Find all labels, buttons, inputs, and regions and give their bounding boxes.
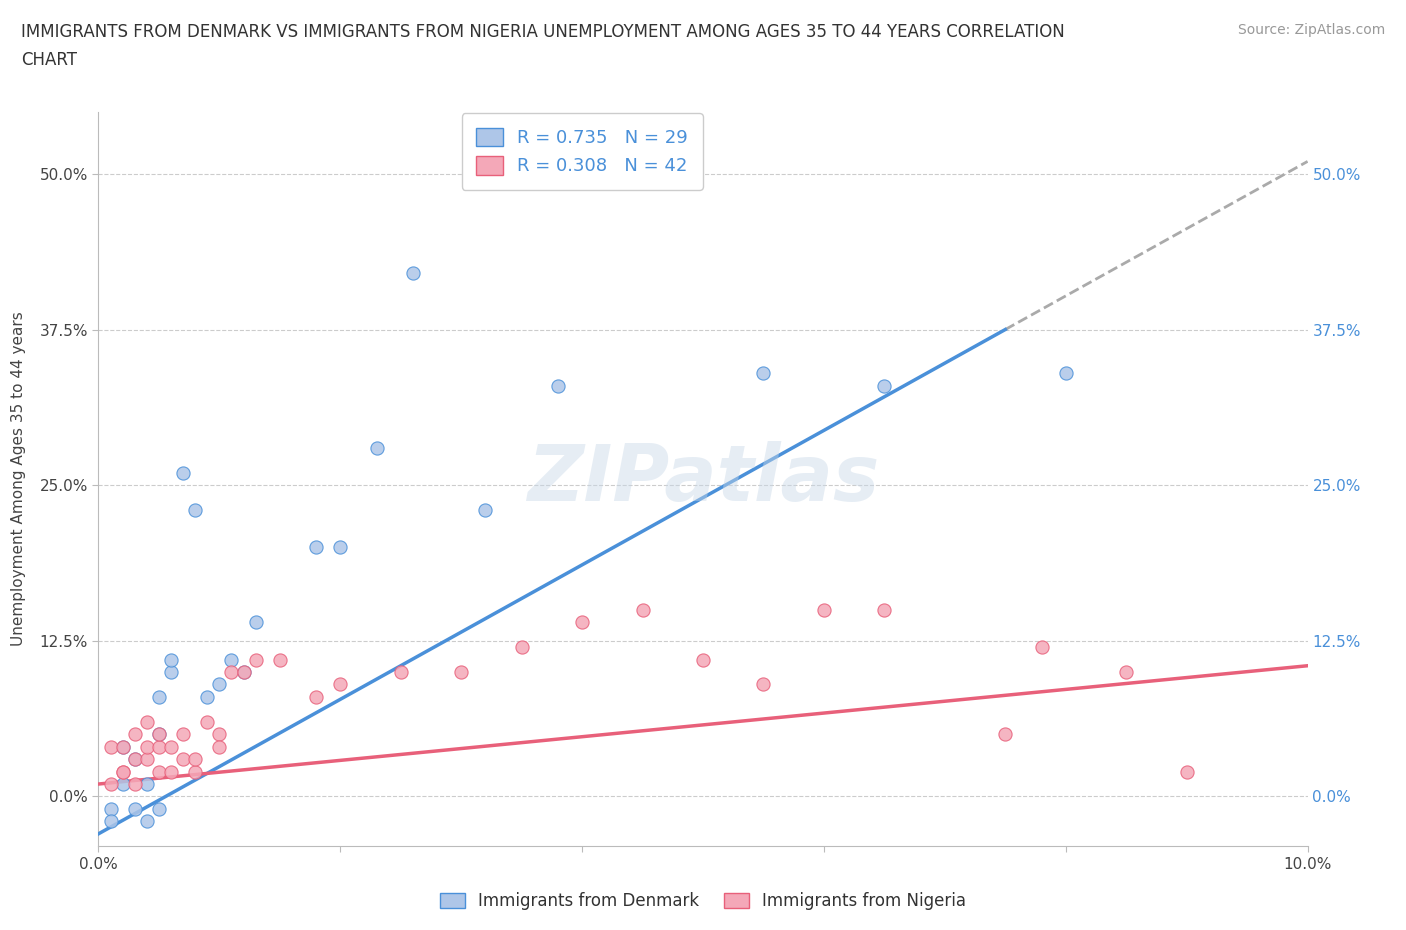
Point [111,764,134,779]
Point [474,502,496,517]
Point [873,603,896,618]
Point [111,739,134,754]
Point [160,739,183,754]
Point [148,726,170,741]
Point [124,751,146,766]
Point [994,726,1017,741]
Point [1175,764,1198,779]
Point [148,764,170,779]
Point [184,502,207,517]
Legend: R = 0.735   N = 29, R = 0.308   N = 42: R = 0.735 N = 29, R = 0.308 N = 42 [461,113,703,190]
Text: ZIPatlas: ZIPatlas [527,441,879,517]
Point [245,652,267,667]
Point [329,540,352,555]
Point [450,665,472,680]
Point [160,665,183,680]
Point [135,739,157,754]
Point [195,689,218,704]
Point [135,751,157,766]
Text: IMMIGRANTS FROM DENMARK VS IMMIGRANTS FROM NIGERIA UNEMPLOYMENT AMONG AGES 35 TO: IMMIGRANTS FROM DENMARK VS IMMIGRANTS FR… [21,23,1064,41]
Point [111,739,134,754]
Point [221,665,243,680]
Point [148,802,170,817]
Point [269,652,291,667]
Point [305,540,328,555]
Point [752,677,775,692]
Point [510,640,533,655]
Point [221,652,243,667]
Point [813,603,835,618]
Y-axis label: Unemployment Among Ages 35 to 44 years: Unemployment Among Ages 35 to 44 years [11,312,25,646]
Point [232,665,254,680]
Text: CHART: CHART [21,51,77,69]
Point [547,379,569,393]
Point [1031,640,1053,655]
Point [100,739,122,754]
Point [305,689,328,704]
Point [172,726,194,741]
Text: Source: ZipAtlas.com: Source: ZipAtlas.com [1237,23,1385,37]
Point [100,802,122,817]
Point [571,615,593,630]
Point [631,603,654,618]
Point [124,726,146,741]
Point [160,652,183,667]
Point [184,751,207,766]
Point [195,714,218,729]
Point [148,739,170,754]
Point [148,726,170,741]
Point [873,379,896,393]
Point [172,751,194,766]
Point [135,814,157,829]
Point [111,764,134,779]
Point [245,615,267,630]
Point [208,677,231,692]
Point [148,689,170,704]
Point [111,777,134,791]
Point [184,764,207,779]
Point [692,652,714,667]
Point [1054,365,1077,380]
Point [172,465,194,480]
Point [208,739,231,754]
Point [100,814,122,829]
Point [232,665,254,680]
Point [124,751,146,766]
Point [752,365,775,380]
Point [329,677,352,692]
Point [135,714,157,729]
Point [100,777,122,791]
Point [389,665,412,680]
Point [160,764,183,779]
Point [124,777,146,791]
Point [402,266,425,281]
Legend: Immigrants from Denmark, Immigrants from Nigeria: Immigrants from Denmark, Immigrants from… [433,885,973,917]
Point [1115,665,1137,680]
Point [208,726,231,741]
Point [135,777,157,791]
Point [366,441,388,456]
Point [124,802,146,817]
